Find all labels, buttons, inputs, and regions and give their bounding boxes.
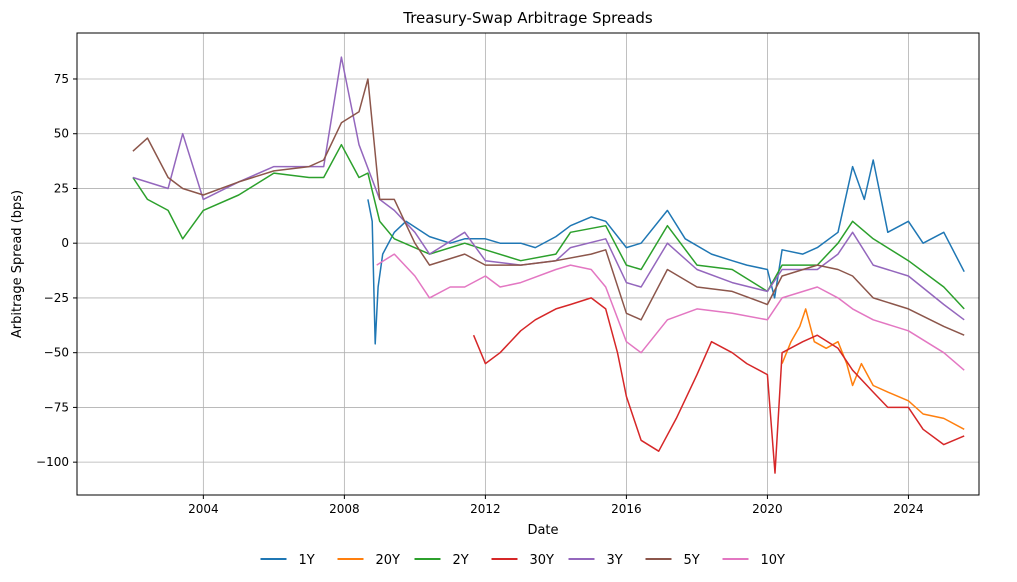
y-tick-label: −75	[44, 400, 69, 414]
x-tick-label: 2016	[611, 502, 642, 516]
grid-lines	[77, 33, 979, 495]
x-tick-label: 2024	[893, 502, 924, 516]
y-tick-label: 0	[61, 236, 69, 250]
legend-label: 10Y	[761, 553, 786, 568]
y-tick-label: −25	[44, 291, 69, 305]
legend-label: 1Y	[299, 553, 315, 568]
x-tick-label: 2004	[188, 502, 219, 516]
legend-label: 20Y	[376, 553, 401, 568]
legend-label: 5Y	[684, 553, 700, 568]
plot-frame	[76, 32, 980, 496]
legend-item-1y: 1Y	[260, 553, 315, 568]
x-tick-label: 2008	[329, 502, 360, 516]
x-axis-ticks: 2004 2008 2012 2016 2020 2024	[188, 495, 924, 516]
chart-title: Treasury-Swap Arbitrage Spreads	[402, 9, 653, 27]
legend-item-30y: 30Y	[491, 553, 555, 568]
legend-item-3y: 3Y	[568, 553, 623, 568]
y-tick-label: −100	[36, 455, 69, 469]
series-line-2y	[132, 143, 965, 310]
y-tick-label: −50	[44, 346, 69, 360]
series-line-30y	[472, 297, 965, 474]
legend-label: 2Y	[453, 553, 469, 568]
x-tick-label: 2020	[752, 502, 783, 516]
legend-item-5y: 5Y	[645, 553, 700, 568]
x-tick-label: 2012	[470, 502, 501, 516]
series-line-20y	[781, 308, 965, 430]
y-tick-label: 25	[54, 181, 69, 195]
legend: 1Y 20Y 2Y 30Y 3Y 5Y 10Y	[260, 553, 786, 568]
y-tick-label: 50	[54, 127, 69, 141]
series-line-1y	[367, 159, 965, 345]
x-axis-label: Date	[527, 523, 558, 538]
series-line-5y	[132, 78, 965, 336]
legend-item-20y: 20Y	[337, 553, 401, 568]
y-tick-label: 75	[54, 72, 69, 86]
legend-item-10y: 10Y	[722, 553, 786, 568]
legend-label: 30Y	[530, 553, 555, 568]
legend-item-2y: 2Y	[414, 553, 469, 568]
y-axis-label: Arbitrage Spread (bps)	[10, 190, 25, 338]
series-lines	[132, 56, 965, 474]
legend-label: 3Y	[607, 553, 623, 568]
y-axis-ticks: 75 50 25 0 −25 −50 −75 −100	[36, 72, 77, 469]
series-line-10y	[376, 253, 965, 371]
